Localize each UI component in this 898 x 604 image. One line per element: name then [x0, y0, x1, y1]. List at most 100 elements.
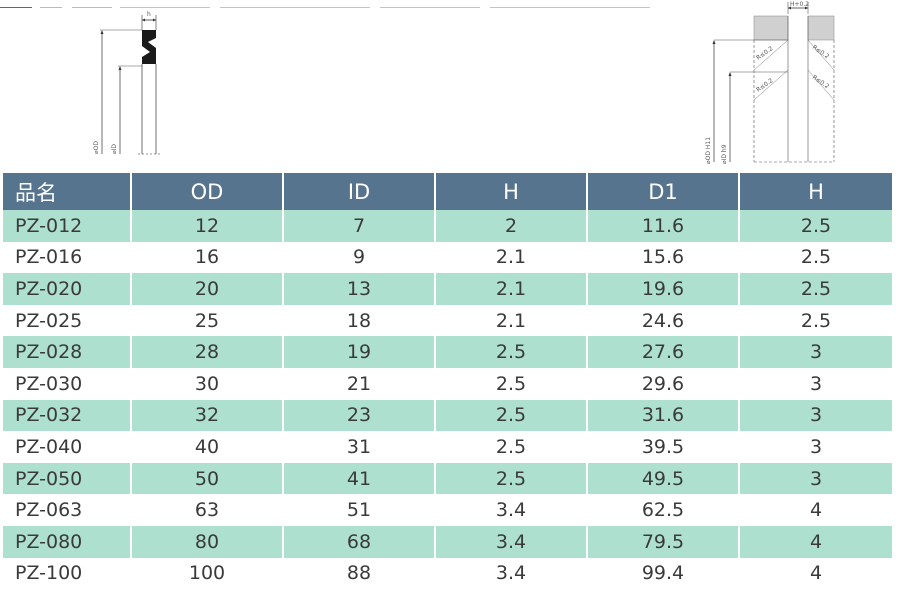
cell-od: 32 [130, 400, 282, 432]
cell-d1: 49.5 [586, 463, 738, 495]
cell-groove-h: 3 [738, 368, 892, 400]
cell-id: 18 [282, 305, 434, 337]
cell-d1: 24.6 [586, 305, 738, 337]
spec-table: 品名 OD ID H D1 H PZ-012 12 7 2 11.6 2.5 P… [3, 173, 892, 589]
cell-d1: 62.5 [586, 494, 738, 526]
table-row: PZ-050 50 41 2.5 49.5 3 [3, 463, 892, 495]
cell-od: 80 [130, 526, 282, 558]
id-label: ⌀ID [111, 144, 118, 154]
table-row: PZ-063 63 51 3.4 62.5 4 [3, 494, 892, 526]
groove-width-label: H+0.2 [790, 1, 809, 8]
cell-h: 2.5 [434, 463, 586, 495]
cell-h: 3.4 [434, 526, 586, 558]
cell-h: 2.5 [434, 400, 586, 432]
cell-id: 51 [282, 494, 434, 526]
cell-d1: 15.6 [586, 242, 738, 274]
cell-h: 2 [434, 210, 586, 242]
header-d1: D1 [586, 173, 738, 210]
groove-od-label: ⌀OD H11 [705, 137, 712, 164]
cell-product-name: PZ-100 [3, 558, 130, 590]
header-groove-h: H [738, 173, 892, 210]
radius-label-1: R≤0.2 [755, 45, 775, 62]
cell-d1: 27.6 [586, 336, 738, 368]
cell-id: 31 [282, 431, 434, 463]
seal-profile-shape [142, 30, 156, 64]
table-row: PZ-012 12 7 2 11.6 2.5 [3, 210, 892, 242]
cell-d1: 39.5 [586, 431, 738, 463]
table-row: PZ-032 32 23 2.5 31.6 3 [3, 400, 892, 432]
cell-od: 100 [130, 558, 282, 590]
cell-product-name: PZ-040 [3, 431, 130, 463]
cell-groove-h: 4 [738, 558, 892, 590]
radius-label-4: R≤0.2 [811, 74, 831, 91]
cell-groove-h: 3 [738, 431, 892, 463]
cell-groove-h: 3 [738, 336, 892, 368]
header-od: OD [130, 173, 282, 210]
cell-h: 2.5 [434, 431, 586, 463]
cell-od: 40 [130, 431, 282, 463]
cell-product-name: PZ-020 [3, 273, 130, 305]
cell-d1: 19.6 [586, 273, 738, 305]
housing-block-right [808, 16, 834, 40]
cell-id: 88 [282, 558, 434, 590]
cell-id: 68 [282, 526, 434, 558]
cell-groove-h: 4 [738, 494, 892, 526]
cell-product-name: PZ-063 [3, 494, 130, 526]
cell-product-name: PZ-050 [3, 463, 130, 495]
table-row: PZ-100 100 88 3.4 99.4 4 [3, 558, 892, 590]
cell-product-name: PZ-012 [3, 210, 130, 242]
od-label: ⌀OD [93, 141, 100, 154]
cell-id: 13 [282, 273, 434, 305]
cell-d1: 11.6 [586, 210, 738, 242]
table-row: PZ-040 40 31 2.5 39.5 3 [3, 431, 892, 463]
housing-block-left [754, 16, 788, 40]
cell-groove-h: 2.5 [738, 273, 892, 305]
cell-h: 3.4 [434, 558, 586, 590]
cell-product-name: PZ-016 [3, 242, 130, 274]
cell-groove-h: 3 [738, 400, 892, 432]
cell-h: 2.5 [434, 368, 586, 400]
cell-id: 19 [282, 336, 434, 368]
cell-groove-h: 3 [738, 463, 892, 495]
radius-label-3: R≤0.2 [811, 44, 831, 61]
cell-od: 28 [130, 336, 282, 368]
table-row: PZ-025 25 18 2.1 24.6 2.5 [3, 305, 892, 337]
seal-section-diagram: h ⌀OD ⌀ID [80, 8, 180, 160]
cell-id: 23 [282, 400, 434, 432]
cell-product-name: PZ-028 [3, 336, 130, 368]
cell-groove-h: 2.5 [738, 305, 892, 337]
cell-h: 2.1 [434, 305, 586, 337]
cell-od: 63 [130, 494, 282, 526]
cell-d1: 29.6 [586, 368, 738, 400]
header-product-name: 品名 [3, 173, 130, 210]
cell-h: 3.4 [434, 494, 586, 526]
cell-od: 30 [130, 368, 282, 400]
groove-id-label: ⌀ID h9 [721, 144, 728, 164]
table-row: PZ-020 20 13 2.1 19.6 2.5 [3, 273, 892, 305]
table-header-row: 品名 OD ID H D1 H [3, 173, 892, 210]
cell-od: 50 [130, 463, 282, 495]
cell-id: 9 [282, 242, 434, 274]
cell-groove-h: 2.5 [738, 242, 892, 274]
radius-label-2: R≤0.2 [755, 77, 775, 94]
cell-h: 2.1 [434, 273, 586, 305]
cell-h: 2.1 [434, 242, 586, 274]
cell-od: 20 [130, 273, 282, 305]
cell-d1: 31.6 [586, 400, 738, 432]
cell-od: 12 [130, 210, 282, 242]
header-id: ID [282, 173, 434, 210]
cell-d1: 79.5 [586, 526, 738, 558]
cell-id: 21 [282, 368, 434, 400]
table-row: PZ-030 30 21 2.5 29.6 3 [3, 368, 892, 400]
cell-d1: 99.4 [586, 558, 738, 590]
cell-id: 41 [282, 463, 434, 495]
h-label: h [147, 11, 151, 18]
cell-groove-h: 2.5 [738, 210, 892, 242]
cell-groove-h: 4 [738, 526, 892, 558]
cell-product-name: PZ-032 [3, 400, 130, 432]
table-row: PZ-080 80 68 3.4 79.5 4 [3, 526, 892, 558]
cell-od: 16 [130, 242, 282, 274]
header-h: H [434, 173, 586, 210]
groove-dimension-diagram: H+0.2 R≤0.2 R≤0.2 R≤0.2 R≤0.2 ⌀OD H11 ⌀I… [700, 0, 840, 170]
table-row: PZ-016 16 9 2.1 15.6 2.5 [3, 242, 892, 274]
